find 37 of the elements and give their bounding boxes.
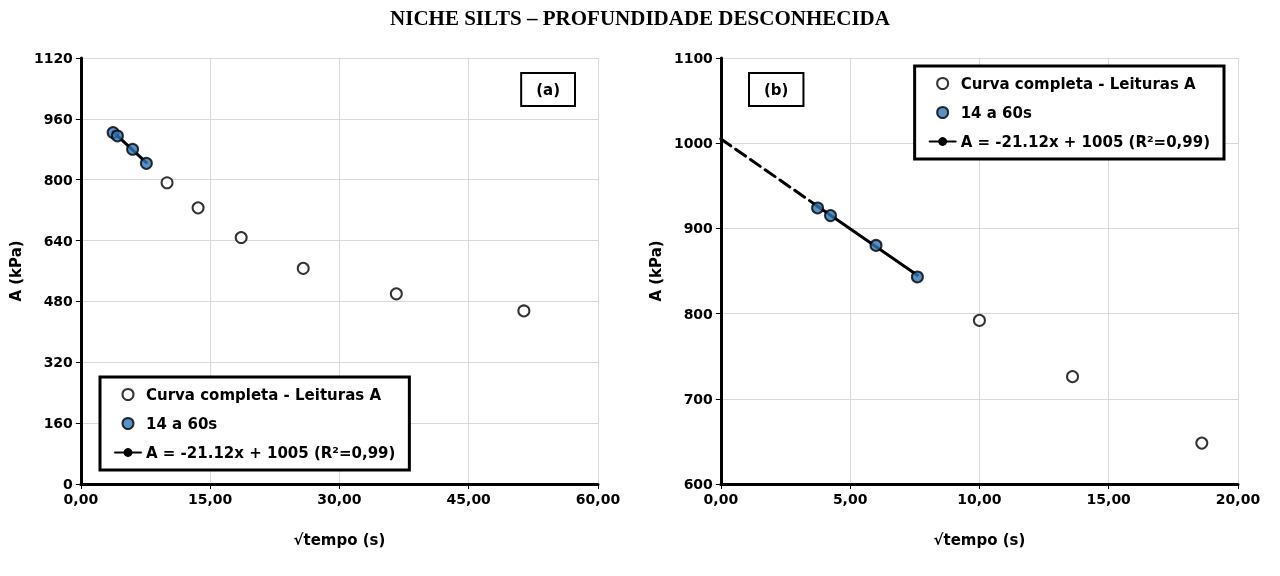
legend-label: 14 a 60s bbox=[960, 103, 1032, 122]
x-tick-label: 5,00 bbox=[832, 491, 868, 507]
x-axis-title: √tempo (s) bbox=[933, 530, 1026, 549]
x-tick-label: 15,00 bbox=[1086, 491, 1132, 507]
y-axis-title: A (kPa) bbox=[6, 240, 25, 302]
legend-label: A = -21.12x + 1005 (R²=0,99) bbox=[960, 132, 1211, 151]
x-tick-label: 60,00 bbox=[575, 491, 621, 507]
y-tick-label: 0 bbox=[63, 476, 74, 492]
y-tick-label: 900 bbox=[683, 220, 714, 237]
y-tick-label: 800 bbox=[43, 171, 74, 188]
y-tick-label: 480 bbox=[43, 293, 74, 310]
y-tick-label: 800 bbox=[683, 305, 714, 322]
x-tick-label: 30,00 bbox=[317, 491, 362, 507]
legend-label: 14 a 60s bbox=[146, 414, 218, 433]
chart-title: NICHE SILTS – PROFUNDIDADE DESCONHECIDA bbox=[389, 6, 891, 31]
x-axis-title: √tempo (s) bbox=[293, 530, 386, 549]
legend-label: Curva completa - Leituras A bbox=[146, 385, 382, 404]
y-tick-label: 160 bbox=[43, 415, 74, 432]
y-tick-label: 600 bbox=[683, 476, 714, 492]
x-tick-label: 20,00 bbox=[1215, 491, 1261, 507]
x-tick-label: 15,00 bbox=[188, 491, 233, 507]
x-tick-label: 0,00 bbox=[703, 491, 739, 507]
x-tick-label: 45,00 bbox=[446, 491, 492, 507]
y-tick-label: 700 bbox=[683, 390, 714, 407]
x-tick-label: 0,00 bbox=[63, 491, 99, 507]
y-tick-label: 320 bbox=[43, 354, 74, 371]
y-tick-label: 640 bbox=[43, 232, 74, 249]
annotation: (b) bbox=[764, 80, 789, 99]
y-tick-label: 1120 bbox=[33, 50, 74, 66]
x-tick-label: 10,00 bbox=[957, 491, 1002, 507]
legend-label: Curva completa - Leituras A bbox=[960, 74, 1197, 93]
y-axis-title: A (kPa) bbox=[646, 240, 665, 302]
y-tick-label: 960 bbox=[43, 110, 74, 127]
y-tick-label: 1100 bbox=[673, 50, 714, 66]
annotation: (a) bbox=[536, 80, 561, 99]
legend-label: A = -21.12x + 1005 (R²=0,99) bbox=[146, 443, 396, 462]
y-tick-label: 1000 bbox=[673, 135, 714, 152]
